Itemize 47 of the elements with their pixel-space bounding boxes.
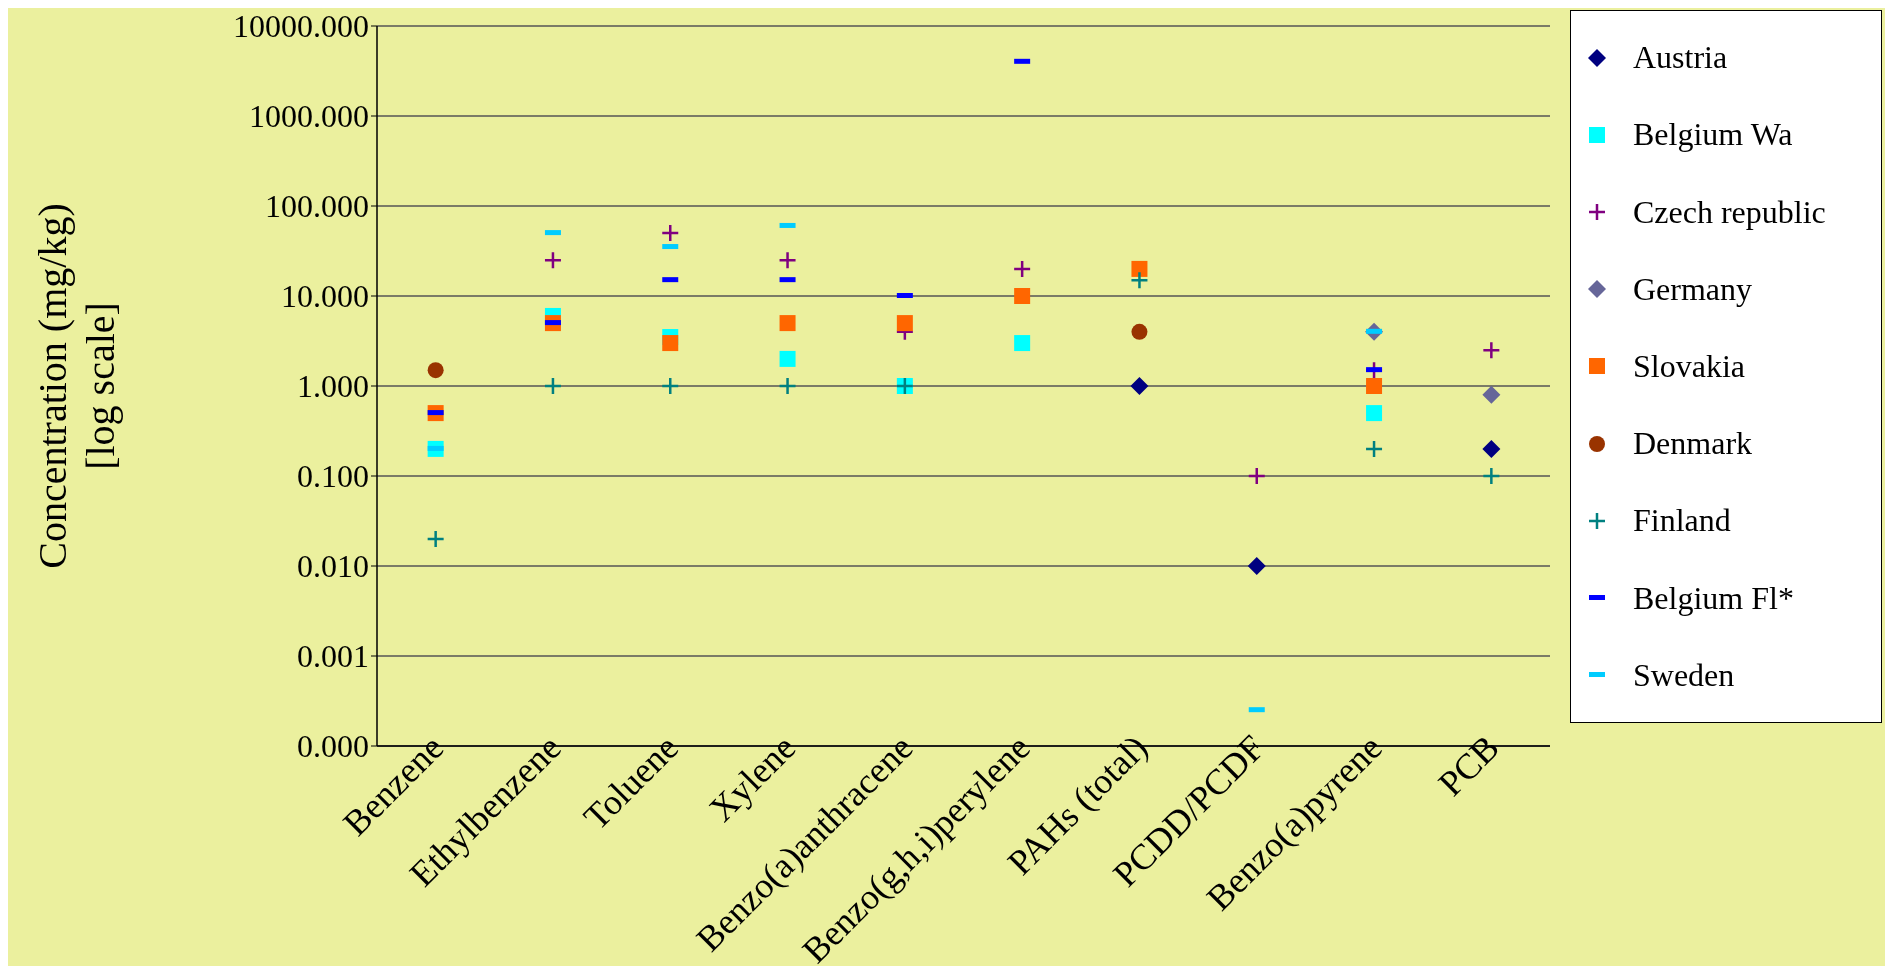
point	[1482, 340, 1501, 360]
point	[1014, 288, 1031, 304]
y-tick-label: 10000.000	[233, 8, 369, 45]
point	[1247, 466, 1266, 486]
point	[1366, 405, 1383, 422]
point	[778, 376, 797, 396]
legend-label: Belgium Fl*	[1633, 579, 1794, 617]
point	[896, 315, 913, 332]
point	[1130, 270, 1149, 290]
point	[662, 335, 679, 352]
point	[1364, 439, 1384, 459]
legend-label: Denmark	[1633, 425, 1753, 463]
y-tick-label: 0.100	[297, 458, 369, 495]
point	[779, 315, 796, 332]
y-axis-title: Concentration (mg/kg) [log scale]	[30, 203, 123, 569]
legend-label: Sweden	[1633, 656, 1735, 694]
point	[1482, 385, 1501, 404]
point	[778, 250, 797, 270]
y-tick-label: 1000.000	[249, 98, 369, 135]
y-tick-label: 0.010	[297, 548, 369, 585]
point	[426, 529, 445, 549]
point	[1482, 439, 1501, 458]
point	[661, 376, 680, 396]
legend-label: Czech republic	[1633, 193, 1826, 231]
point	[1131, 323, 1148, 340]
legend-label: Finland	[1633, 502, 1731, 540]
y-tick-label: 0.001	[297, 638, 369, 675]
point	[661, 223, 680, 243]
point	[1131, 260, 1148, 277]
point	[1014, 335, 1031, 352]
y-tick-label: 10.000	[281, 278, 369, 315]
point	[543, 250, 563, 270]
x-tick-label: PCB	[1430, 727, 1508, 804]
legend-label: Slovakia	[1633, 347, 1745, 385]
point	[1482, 466, 1501, 486]
y-tick-label: 1.000	[297, 368, 369, 405]
point	[543, 376, 563, 396]
legend-label: Germany	[1633, 270, 1753, 308]
point	[1366, 378, 1383, 394]
point	[427, 362, 444, 379]
point	[1012, 259, 1032, 279]
point	[1130, 377, 1149, 395]
point	[779, 350, 796, 367]
legend-label: Belgium Wa	[1633, 116, 1793, 154]
y-tick-label: 100.000	[265, 188, 369, 225]
legend-label: Austria	[1633, 39, 1728, 77]
point	[1247, 557, 1266, 575]
